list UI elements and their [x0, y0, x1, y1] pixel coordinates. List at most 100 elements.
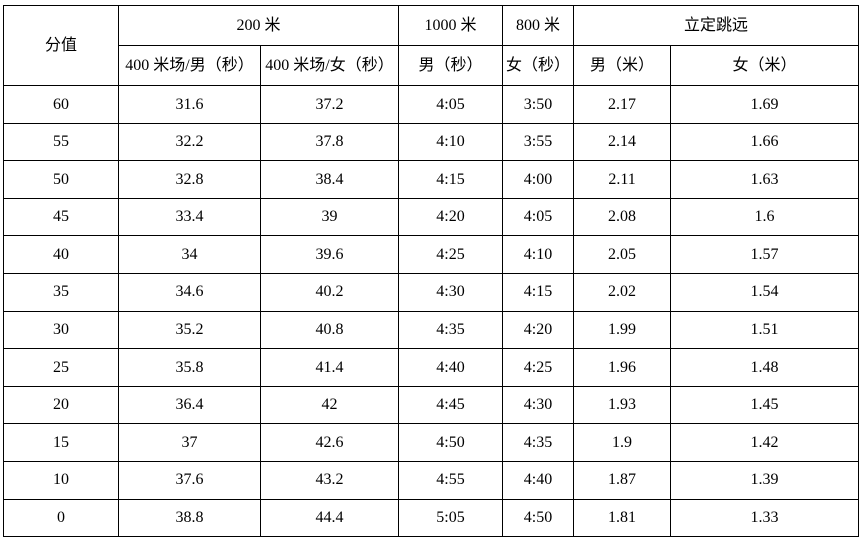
cell-jump-female: 1.51 — [670, 310, 860, 350]
header-sub-row: 400 米场/男（秒） 400 米场/女（秒） 男（秒） 女（秒） 男（米） 女… — [4, 45, 860, 86]
cell-1000m-male: 4:55 — [398, 460, 504, 500]
column-group-standing-long-jump: 立定跳远 — [573, 5, 860, 46]
cell-jump-male: 2.02 — [573, 272, 672, 312]
table-row: 40 34 39.6 4:25 4:10 2.05 1.57 — [3, 235, 860, 274]
cell-400m-track-male: 34.6 — [118, 272, 261, 312]
cell-400m-track-female: 38.4 — [259, 160, 400, 199]
cell-400m-track-male: 35.8 — [118, 348, 261, 387]
column-group-200m: 200 米 — [117, 5, 400, 46]
cell-400m-track-female: 39.6 — [259, 235, 400, 274]
score-cell: 45 — [3, 197, 119, 237]
cell-400m-track-female: 37.8 — [259, 122, 400, 162]
score-cell: 15 — [3, 423, 119, 462]
cell-400m-track-male: 37.6 — [118, 460, 261, 500]
column-header-400m-track-female: 400 米场/女（秒） — [259, 45, 400, 86]
header-group-row: 分值 200 米 1000 米 800 米 立定跳远 — [3, 5, 860, 86]
cell-jump-male: 2.14 — [573, 122, 672, 162]
score-cell: 60 — [3, 85, 119, 124]
cell-400m-track-female: 37.2 — [259, 85, 400, 124]
cell-400m-track-female: 44.4 — [259, 498, 400, 538]
cell-400m-track-male: 32.2 — [118, 122, 261, 162]
cell-800m-female: 4:00 — [502, 160, 575, 199]
cell-400m-track-male: 35.2 — [118, 310, 261, 350]
score-cell: 55 — [3, 122, 119, 162]
column-group-1000m: 1000 米 — [398, 5, 504, 46]
cell-400m-track-male: 38.8 — [118, 498, 261, 538]
cell-400m-track-female: 42.6 — [259, 423, 400, 462]
cell-400m-track-male: 31.6 — [118, 85, 261, 124]
cell-jump-male: 2.17 — [573, 85, 672, 124]
table-row: 0 38.8 44.4 5:05 4:50 1.81 1.33 — [3, 498, 860, 538]
cell-jump-female: 1.45 — [670, 385, 860, 425]
column-header-1000m-male: 男（秒） — [398, 45, 504, 86]
cell-400m-track-female: 41.4 — [259, 348, 400, 387]
cell-jump-male: 1.99 — [573, 310, 672, 350]
cell-400m-track-female: 42 — [259, 385, 400, 425]
column-group-800m: 800 米 — [502, 5, 575, 46]
cell-jump-female: 1.63 — [670, 160, 860, 199]
table-row: 20 36.4 42 4:45 4:30 1.93 1.45 — [3, 385, 860, 425]
table-header: 分值 200 米 1000 米 800 米 立定跳远 400 米场/男（秒） 4… — [3, 5, 860, 86]
cell-jump-male: 2.11 — [573, 160, 672, 199]
cell-400m-track-female: 40.8 — [259, 310, 400, 350]
cell-400m-track-male: 34 — [118, 235, 261, 274]
cell-1000m-male: 4:15 — [398, 160, 504, 199]
column-header-800m-female: 女（秒） — [502, 45, 575, 86]
cell-1000m-male: 4:20 — [398, 197, 504, 237]
cell-1000m-male: 4:10 — [398, 122, 504, 162]
cell-800m-female: 3:55 — [502, 122, 575, 162]
cell-1000m-male: 4:05 — [398, 85, 504, 124]
score-cell: 10 — [3, 460, 119, 500]
table-row: 55 32.2 37.8 4:10 3:55 2.14 1.66 — [3, 122, 860, 162]
cell-jump-female: 1.48 — [670, 348, 860, 387]
cell-1000m-male: 4:45 — [398, 385, 504, 425]
cell-800m-female: 4:15 — [502, 272, 575, 312]
cell-400m-track-male: 33.4 — [118, 197, 261, 237]
table-row: 45 33.4 39 4:20 4:05 2.08 1.6 — [3, 197, 860, 237]
cell-jump-male: 1.87 — [573, 460, 672, 500]
cell-400m-track-female: 40.2 — [259, 272, 400, 312]
cell-1000m-male: 4:30 — [398, 272, 504, 312]
column-header-jump-female: 女（米） — [670, 45, 860, 86]
cell-jump-male: 2.08 — [573, 197, 672, 237]
cell-800m-female: 4:10 — [502, 235, 575, 274]
cell-jump-female: 1.39 — [670, 460, 860, 500]
table-row: 30 35.2 40.8 4:35 4:20 1.99 1.51 — [3, 310, 860, 350]
cell-400m-track-female: 39 — [259, 197, 400, 237]
cell-800m-female: 3:50 — [502, 85, 575, 124]
cell-1000m-male: 5:05 — [398, 498, 504, 538]
score-cell: 0 — [3, 498, 119, 538]
cell-800m-female: 4:30 — [502, 385, 575, 425]
column-header-score: 分值 — [3, 5, 119, 86]
table-row: 35 34.6 40.2 4:30 4:15 2.02 1.54 — [3, 272, 860, 312]
cell-400m-track-male: 36.4 — [118, 385, 261, 425]
table-row: 15 37 42.6 4:50 4:35 1.9 1.42 — [3, 423, 860, 462]
cell-jump-female: 1.54 — [670, 272, 860, 312]
score-cell: 30 — [3, 310, 119, 350]
cell-jump-male: 2.05 — [573, 235, 672, 274]
cell-jump-female: 1.6 — [670, 197, 860, 237]
column-header-400m-track-male: 400 米场/男（秒） — [118, 45, 261, 86]
cell-1000m-male: 4:35 — [398, 310, 504, 350]
score-cell: 25 — [3, 348, 119, 387]
cell-400m-track-male: 32.8 — [118, 160, 261, 199]
cell-jump-female: 1.33 — [670, 498, 860, 538]
table-row: 10 37.6 43.2 4:55 4:40 1.87 1.39 — [3, 460, 860, 500]
column-header-jump-male: 男（米） — [573, 45, 672, 86]
cell-jump-male: 1.93 — [573, 385, 672, 425]
cell-jump-female: 1.57 — [670, 235, 860, 274]
cell-800m-female: 4:35 — [502, 423, 575, 462]
score-cell: 40 — [3, 235, 119, 274]
table-row: 25 35.8 41.4 4:40 4:25 1.96 1.48 — [3, 348, 860, 387]
table-row: 60 31.6 37.2 4:05 3:50 2.17 1.69 — [3, 85, 860, 124]
cell-jump-female: 1.66 — [670, 122, 860, 162]
cell-jump-male: 1.96 — [573, 348, 672, 387]
cell-800m-female: 4:25 — [502, 348, 575, 387]
cell-1000m-male: 4:25 — [398, 235, 504, 274]
cell-1000m-male: 4:40 — [398, 348, 504, 387]
cell-jump-female: 1.42 — [670, 423, 860, 462]
cell-800m-female: 4:40 — [502, 460, 575, 500]
cell-1000m-male: 4:50 — [398, 423, 504, 462]
score-standards-table: 分值 200 米 1000 米 800 米 立定跳远 400 米场/男（秒） 4… — [3, 5, 860, 538]
